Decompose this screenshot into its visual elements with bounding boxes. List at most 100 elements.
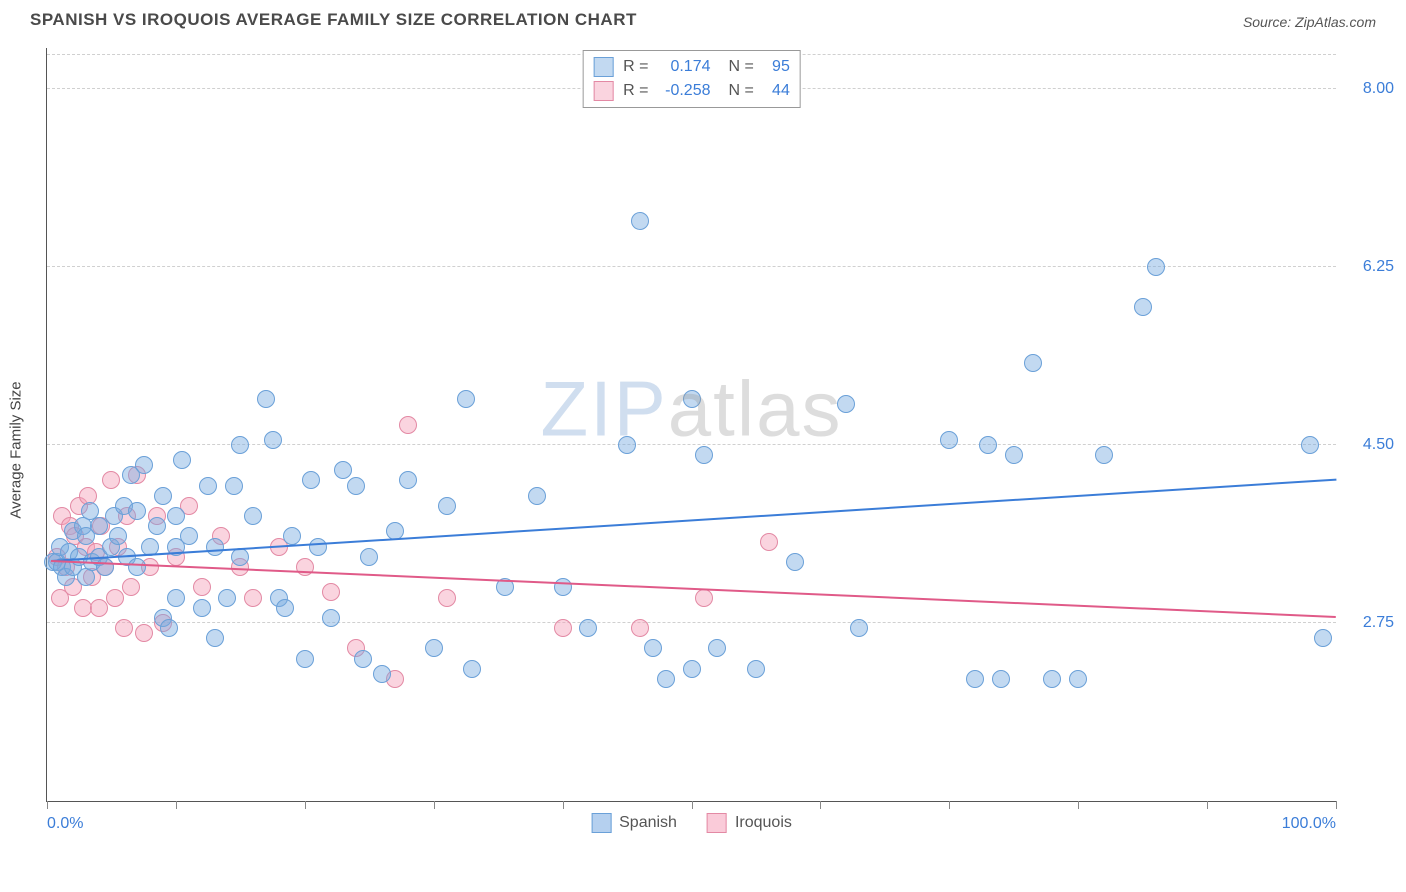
n-value-spanish: 95 bbox=[760, 58, 790, 76]
data-point-spanish bbox=[850, 619, 868, 637]
data-point-spanish bbox=[966, 670, 984, 688]
x-tick bbox=[1207, 801, 1208, 809]
x-tick bbox=[176, 801, 177, 809]
data-point-spanish bbox=[347, 477, 365, 495]
y-tick-label: 4.50 bbox=[1363, 436, 1394, 454]
stats-legend: R = 0.174 N = 95 R = -0.258 N = 44 bbox=[582, 50, 801, 108]
data-point-spanish bbox=[257, 390, 275, 408]
data-point-spanish bbox=[154, 487, 172, 505]
data-point-spanish bbox=[193, 599, 211, 617]
x-tick bbox=[305, 801, 306, 809]
data-point-spanish bbox=[618, 436, 636, 454]
data-point-spanish bbox=[199, 477, 217, 495]
x-tick bbox=[1336, 801, 1337, 809]
data-point-spanish bbox=[244, 507, 262, 525]
data-point-spanish bbox=[1147, 258, 1165, 276]
data-point-spanish bbox=[992, 670, 1010, 688]
x-tick bbox=[692, 801, 693, 809]
data-point-spanish bbox=[322, 609, 340, 627]
data-point-iroquois bbox=[193, 578, 211, 596]
data-point-spanish bbox=[231, 548, 249, 566]
data-point-spanish bbox=[173, 451, 191, 469]
chart-container: ZIPatlas R = 0.174 N = 95 R = -0.258 N =… bbox=[46, 48, 1336, 852]
data-point-iroquois bbox=[122, 578, 140, 596]
data-point-spanish bbox=[695, 446, 713, 464]
data-point-spanish bbox=[225, 477, 243, 495]
x-axis-min-label: 0.0% bbox=[47, 815, 83, 833]
data-point-spanish bbox=[309, 538, 327, 556]
data-point-iroquois bbox=[106, 589, 124, 607]
x-tick bbox=[1078, 801, 1079, 809]
data-point-spanish bbox=[373, 665, 391, 683]
data-point-iroquois bbox=[760, 533, 778, 551]
data-point-iroquois bbox=[135, 624, 153, 642]
data-point-iroquois bbox=[438, 589, 456, 607]
data-point-iroquois bbox=[554, 619, 572, 637]
data-point-spanish bbox=[128, 558, 146, 576]
data-point-spanish bbox=[438, 497, 456, 515]
x-tick bbox=[47, 801, 48, 809]
data-point-spanish bbox=[979, 436, 997, 454]
data-point-spanish bbox=[218, 589, 236, 607]
data-point-spanish bbox=[579, 619, 597, 637]
data-point-spanish bbox=[354, 650, 372, 668]
data-point-spanish bbox=[683, 660, 701, 678]
data-point-spanish bbox=[231, 436, 249, 454]
data-point-spanish bbox=[1095, 446, 1113, 464]
x-tick bbox=[563, 801, 564, 809]
data-point-spanish bbox=[399, 471, 417, 489]
data-point-spanish bbox=[90, 517, 108, 535]
data-point-spanish bbox=[334, 461, 352, 479]
data-point-iroquois bbox=[244, 589, 262, 607]
watermark: ZIPatlas bbox=[540, 364, 842, 455]
data-point-spanish bbox=[283, 527, 301, 545]
data-point-iroquois bbox=[90, 599, 108, 617]
data-point-spanish bbox=[360, 548, 378, 566]
data-point-spanish bbox=[206, 629, 224, 647]
swatch-iroquois bbox=[593, 81, 613, 101]
data-point-spanish bbox=[96, 558, 114, 576]
data-point-spanish bbox=[786, 553, 804, 571]
series-legend: Spanish Iroquois bbox=[591, 813, 792, 833]
data-point-spanish bbox=[657, 670, 675, 688]
data-point-spanish bbox=[747, 660, 765, 678]
data-point-spanish bbox=[425, 639, 443, 657]
stats-row-spanish: R = 0.174 N = 95 bbox=[593, 55, 790, 79]
data-point-spanish bbox=[109, 527, 127, 545]
data-point-spanish bbox=[264, 431, 282, 449]
n-value-iroquois: 44 bbox=[760, 82, 790, 100]
trend-line-spanish bbox=[51, 478, 1336, 561]
data-point-spanish bbox=[206, 538, 224, 556]
legend-swatch bbox=[707, 813, 727, 833]
data-point-spanish bbox=[276, 599, 294, 617]
data-point-spanish bbox=[180, 527, 198, 545]
data-point-spanish bbox=[708, 639, 726, 657]
data-point-spanish bbox=[837, 395, 855, 413]
data-point-spanish bbox=[128, 502, 146, 520]
y-tick-label: 2.75 bbox=[1363, 614, 1394, 632]
y-tick-label: 6.25 bbox=[1363, 258, 1394, 276]
trend-line-iroquois bbox=[51, 560, 1336, 618]
stats-row-iroquois: R = -0.258 N = 44 bbox=[593, 79, 790, 103]
data-point-spanish bbox=[135, 456, 153, 474]
swatch-spanish bbox=[593, 57, 613, 77]
grid-line bbox=[47, 622, 1336, 623]
data-point-spanish bbox=[1301, 436, 1319, 454]
y-tick-label: 8.00 bbox=[1363, 80, 1394, 98]
legend-swatch bbox=[591, 813, 611, 833]
legend-item: Spanish bbox=[591, 813, 677, 833]
data-point-spanish bbox=[631, 212, 649, 230]
legend-label: Spanish bbox=[619, 814, 677, 832]
chart-title: SPANISH VS IROQUOIS AVERAGE FAMILY SIZE … bbox=[30, 10, 637, 30]
data-point-iroquois bbox=[631, 619, 649, 637]
data-point-iroquois bbox=[399, 416, 417, 434]
data-point-spanish bbox=[1134, 298, 1152, 316]
data-point-spanish bbox=[1005, 446, 1023, 464]
data-point-spanish bbox=[1314, 629, 1332, 647]
source-attribution: Source: ZipAtlas.com bbox=[1243, 14, 1376, 30]
legend-label: Iroquois bbox=[735, 814, 792, 832]
data-point-spanish bbox=[528, 487, 546, 505]
x-tick bbox=[949, 801, 950, 809]
data-point-iroquois bbox=[115, 619, 133, 637]
data-point-spanish bbox=[302, 471, 320, 489]
